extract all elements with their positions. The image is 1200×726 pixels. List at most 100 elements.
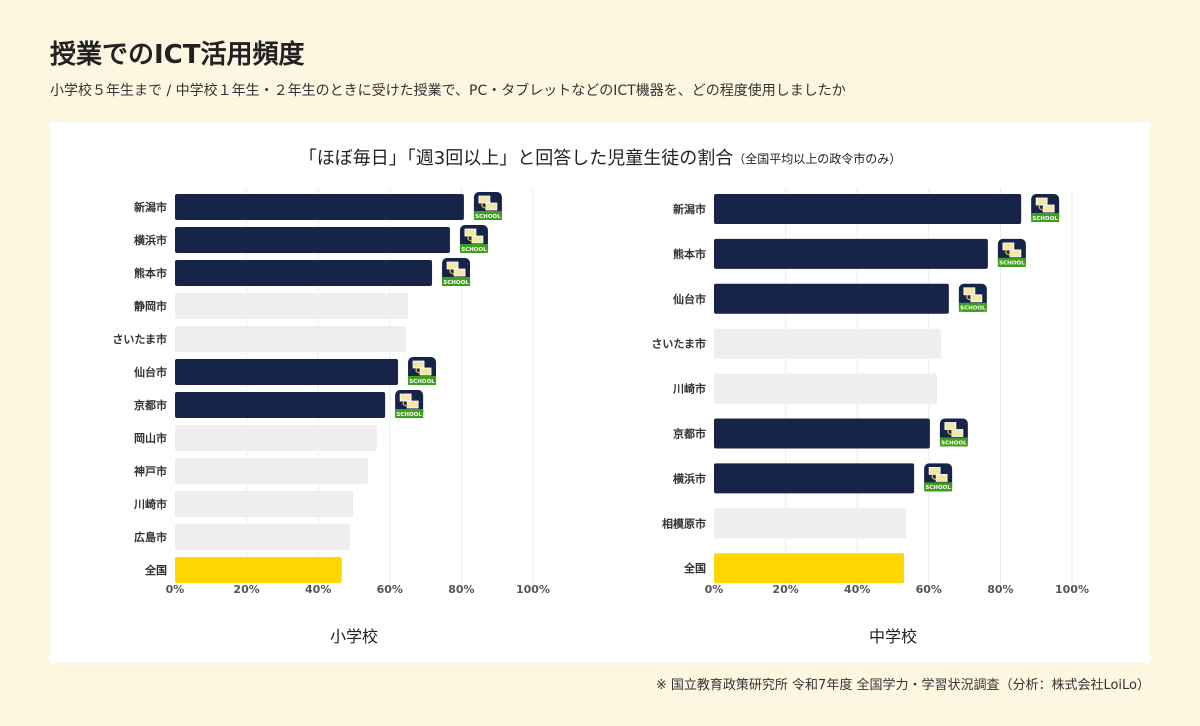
icon-arrow [449, 268, 455, 275]
icon-logo-text: SCHOOL [409, 379, 435, 385]
loilo-school-icon: SCHOOL [459, 225, 488, 253]
icon-logo-text: SCHOOL [1032, 216, 1058, 222]
category-label: 京都市 [673, 427, 706, 441]
icon-card [478, 195, 491, 204]
icon-arrow [467, 235, 473, 242]
icon-logo-text: SCHOOL [461, 247, 487, 253]
icon-logo-text: SCHOOL [925, 485, 951, 491]
loilo-school-icon: SCHOOL [395, 390, 424, 418]
chart-heading: 「ほぼ毎日」「週3回以上」と回答した児童生徒の割合（全国平均以上の政令市のみ） [299, 148, 901, 169]
icon-logo-text: SCHOOL [941, 440, 967, 446]
icon-card [419, 367, 432, 376]
x-tick-label: 80% [448, 583, 474, 596]
x-tick-label: 0% [705, 583, 724, 596]
icon-arrow [1038, 204, 1044, 211]
icon-logo-text: SCHOOL [475, 214, 501, 220]
bar [175, 392, 386, 418]
bar [175, 524, 351, 550]
bar [714, 553, 905, 584]
bar [714, 418, 930, 449]
x-axis-label: 小学校 [330, 627, 378, 646]
chart-heading-main: 「ほぼ毎日」「週3回以上」と回答した児童生徒の割合 [299, 148, 733, 169]
category-label: さいたま市 [651, 337, 706, 351]
icon-card [464, 228, 477, 237]
icon-card [412, 360, 425, 369]
icon-card [944, 422, 957, 430]
icon-band [924, 482, 953, 492]
x-tick-label: 20% [772, 583, 798, 596]
x-tick-label: 40% [844, 583, 870, 596]
icon-arrow [947, 429, 952, 436]
category-label: 熊本市 [134, 266, 167, 280]
category-label: さいたま市 [112, 332, 167, 346]
icon-band [395, 409, 424, 418]
x-tick-label: 60% [377, 583, 403, 596]
category-label: 横浜市 [134, 233, 167, 247]
chart-junior-high: 0% 20% 40% 60% 80% 100% 新潟市 SCHOOL 熊本市 SCHOOL 仙台市 S… [651, 188, 1089, 646]
category-label: 岡山市 [134, 431, 167, 445]
category-label: 静岡市 [134, 299, 167, 313]
category-label: 神戸市 [134, 464, 167, 478]
x-axis-label: 中学校 [869, 627, 917, 646]
loilo-school-icon: SCHOOL [1031, 194, 1060, 222]
icon-band [473, 211, 502, 220]
bar [175, 557, 342, 583]
icon-card [951, 429, 964, 437]
bar [714, 238, 988, 269]
icon-card [1009, 249, 1022, 258]
loilo-school-icon: SCHOOL [939, 418, 968, 447]
x-tick-label: 0% [166, 583, 185, 596]
icon-logo-text: SCHOOL [443, 280, 469, 286]
loilo-school-icon: SCHOOL [473, 192, 502, 220]
icon-card [406, 400, 419, 409]
bar [714, 463, 915, 494]
bar [175, 491, 353, 517]
category-label: 川崎市 [672, 382, 706, 396]
loilo-school-icon: SCHOOL [958, 283, 987, 312]
category-label: 全国 [144, 563, 167, 577]
icon-band [997, 257, 1026, 267]
bar [714, 283, 949, 314]
loilo-school-icon: SCHOOL [442, 258, 471, 286]
bar [175, 359, 399, 385]
icon-card [1035, 197, 1048, 206]
page-title: 授業でのICT活用頻度 [50, 40, 305, 70]
icon-card [485, 202, 498, 211]
icon-card [446, 261, 459, 270]
icon-band [939, 437, 968, 447]
loilo-school-icon: SCHOOL [408, 357, 437, 385]
icon-band [459, 244, 488, 253]
category-label: 熊本市 [673, 247, 706, 261]
bar [175, 227, 450, 253]
icon-arrow [1005, 249, 1010, 256]
icon-card [928, 466, 941, 475]
icon-logo-text: SCHOOL [396, 412, 422, 418]
category-label: 京都市 [134, 398, 167, 412]
bar [714, 508, 906, 539]
bar [714, 373, 938, 404]
category-label: 新潟市 [134, 200, 167, 214]
icon-card [935, 473, 948, 482]
icon-arrow [966, 294, 971, 301]
icon-card [1002, 242, 1015, 251]
x-tick-label: 80% [987, 583, 1013, 596]
chart-elementary: 0% 20% 40% 60% 80% 100% 新潟市 SCHOOL 横浜市 SCHOOL 熊本市 S… [112, 188, 550, 646]
bar [175, 260, 433, 286]
icon-band [442, 277, 471, 286]
category-label: 仙台市 [134, 365, 167, 379]
chart-card: 「ほぼ毎日」「週3回以上」と回答した児童生徒の割合（全国平均以上の政令市のみ） … [50, 122, 1150, 663]
icon-card [963, 287, 976, 296]
icon-card [471, 235, 484, 244]
icon-arrow [415, 367, 421, 374]
bar [175, 425, 377, 451]
category-label: 広島市 [134, 530, 167, 544]
category-label: 全国 [683, 561, 706, 575]
bar [714, 328, 941, 359]
x-tick-label: 20% [233, 583, 259, 596]
source-footer: ※ 国立教育政策研究所 令和7年度 全国学力・学習状況調査（分析：株式会社Loi… [655, 678, 1150, 693]
icon-arrow [402, 400, 408, 407]
icon-card [399, 393, 412, 402]
page-subtitle: 小学校５年生まで / 中学校１年生・２年生のときに受けた授業で、PC・タブレット… [50, 83, 846, 99]
category-label: 川崎市 [133, 497, 167, 511]
icon-card [1042, 204, 1055, 213]
